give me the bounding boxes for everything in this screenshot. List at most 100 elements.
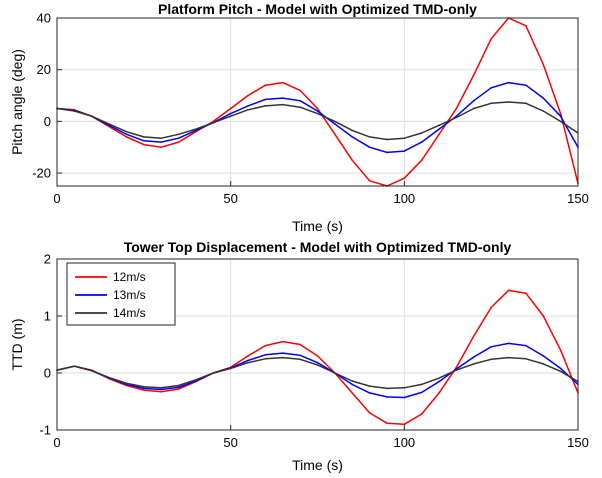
data-point: [490, 306, 492, 309]
data-point: [334, 123, 336, 125]
data-point: [160, 387, 162, 389]
y-tick-label: 1: [44, 309, 51, 324]
data-point: [299, 106, 301, 108]
data-point: [264, 344, 267, 347]
data-point: [90, 115, 93, 118]
data-point: [281, 352, 284, 354]
data-point: [160, 141, 162, 143]
data-point: [368, 146, 371, 149]
data-point: [143, 385, 145, 388]
data-point: [195, 379, 197, 381]
x-tick-label: 100: [393, 191, 415, 206]
data-point: [143, 389, 145, 391]
data-point: [316, 355, 319, 357]
data-point: [473, 356, 475, 358]
data-point: [525, 292, 527, 295]
data-point: [490, 86, 492, 89]
data-point: [420, 141, 423, 143]
chart-title: Tower Top Displacement - Model with Opti…: [124, 239, 512, 255]
data-point: [195, 129, 197, 132]
data-point: [316, 112, 319, 115]
y-axis-label: Pitch angle (deg): [9, 49, 25, 155]
data-point: [316, 364, 319, 366]
data-point: [264, 353, 267, 356]
data-point: [281, 97, 284, 99]
data-point: [334, 120, 336, 123]
data-point: [507, 289, 510, 292]
data-point: [455, 116, 458, 119]
data-point: [264, 98, 267, 101]
plot-area: [57, 18, 578, 186]
data-point: [229, 107, 232, 110]
x-tick-label: 150: [567, 191, 589, 206]
data-point: [299, 354, 301, 357]
data-point: [542, 315, 545, 317]
data-point: [143, 143, 145, 146]
data-point: [455, 369, 458, 371]
axes-frame: [56, 17, 579, 187]
data-point: [525, 357, 527, 360]
data-point: [559, 112, 562, 115]
data-point: [177, 133, 180, 136]
y-tick-label: -20: [32, 166, 51, 181]
data-point: [525, 84, 527, 86]
y-tick-label: -1: [39, 423, 51, 438]
data-point: [160, 391, 162, 393]
data-point: [403, 150, 406, 152]
data-point: [403, 177, 406, 180]
data-point: [351, 129, 354, 132]
data-point: [247, 355, 249, 357]
data-point: [299, 89, 301, 92]
data-point: [403, 137, 406, 139]
data-point: [438, 128, 440, 130]
data-point: [559, 349, 562, 352]
data-point: [403, 423, 406, 426]
data-point: [281, 103, 284, 106]
data-point: [125, 136, 128, 138]
data-point: [420, 391, 423, 394]
axes-frame: [56, 258, 579, 431]
data-point: [386, 387, 388, 390]
y-tick-label: 0: [44, 366, 51, 381]
x-tick-label: 0: [53, 191, 60, 206]
x-tick-label: 100: [393, 435, 415, 450]
data-point: [455, 107, 458, 110]
data-point: [160, 146, 162, 149]
legend: 12m/s 13m/s 14m/s: [66, 262, 176, 326]
data-point: [438, 380, 440, 383]
data-point: [525, 102, 527, 105]
data-point: [73, 110, 76, 112]
data-point: [247, 359, 249, 362]
data-point: [507, 356, 510, 359]
x-tick-label: 50: [223, 191, 237, 206]
data-point: [490, 358, 492, 361]
data-point: [386, 422, 388, 424]
data-point: [143, 136, 145, 138]
data-point: [368, 136, 371, 138]
data-point: [403, 396, 406, 399]
data-point: [438, 377, 440, 379]
data-point: [559, 367, 562, 370]
data-point: [351, 380, 354, 382]
x-tick-label: 0: [53, 435, 60, 450]
data-point: [420, 132, 423, 134]
data-point: [525, 24, 527, 27]
data-point: [403, 387, 406, 389]
data-point: [177, 388, 180, 390]
data-point: [299, 99, 301, 102]
data-point: [438, 124, 440, 127]
data-point: [386, 396, 388, 398]
data-point: [490, 102, 492, 105]
data-point: [177, 137, 180, 139]
data-point: [177, 141, 180, 143]
legend-label: 13m/s: [113, 288, 146, 302]
data-point: [247, 105, 249, 107]
data-point: [386, 151, 388, 154]
data-point: [143, 139, 145, 142]
x-tick-label: 150: [567, 435, 589, 450]
data-point: [229, 112, 232, 115]
legend-label: 14m/s: [113, 306, 146, 320]
y-tick-label: 2: [44, 252, 51, 267]
data-point: [316, 361, 319, 364]
